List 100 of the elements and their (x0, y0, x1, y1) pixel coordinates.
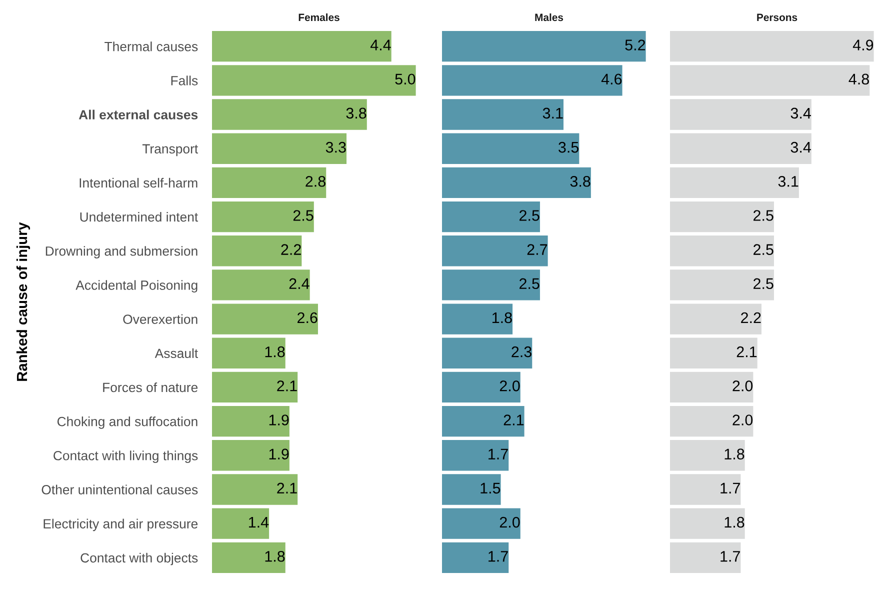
data-label: 2.4 (289, 278, 310, 289)
data-label: 2.0 (732, 414, 753, 426)
data-label: 1.8 (492, 312, 512, 324)
data-label: 1.4 (248, 517, 269, 528)
bar (670, 304, 762, 334)
data-label: 2.7 (527, 244, 548, 255)
y-axis-title: Ranked cause of injury (16, 222, 30, 381)
bar (442, 236, 548, 266)
data-label: 2.2 (741, 312, 761, 323)
data-label: 2.0 (500, 516, 520, 528)
bar (442, 270, 540, 300)
data-label: 1.7 (720, 482, 740, 494)
data-label: 3.8 (346, 108, 366, 119)
bar (670, 31, 874, 62)
data-label: 3.5 (558, 142, 579, 153)
y-tick-label: Contact with living things (54, 450, 198, 463)
y-tick-label: Undetermined intent (80, 212, 198, 222)
data-label: 2.5 (293, 210, 314, 221)
bar (212, 133, 347, 164)
bar (212, 99, 367, 130)
data-label: 3.1 (542, 108, 563, 119)
y-tick-label: All external causes (78, 110, 198, 120)
data-label: 2.1 (277, 380, 297, 392)
chart-title: Persons (757, 14, 798, 22)
data-label: 2.1 (504, 414, 524, 426)
data-label: 3.4 (790, 142, 811, 153)
y-tick-label: Choking and suffocation (57, 416, 198, 429)
bar (670, 99, 812, 130)
bar (670, 338, 758, 368)
y-tick-label: Overexertion (123, 314, 198, 324)
y-tick-label: Transport (142, 144, 198, 156)
data-label: 3.4 (790, 108, 811, 119)
bar (670, 372, 754, 403)
bar (442, 372, 520, 403)
bar (442, 31, 646, 62)
data-label: 1.9 (269, 448, 289, 460)
data-label: 2.8 (306, 176, 326, 187)
bar (670, 236, 774, 266)
data-label: 4.4 (370, 40, 391, 50)
data-label: 5.2 (625, 40, 646, 50)
data-label: 2.6 (298, 312, 318, 324)
data-label: 2.5 (520, 210, 540, 221)
data-label: 2.5 (754, 244, 774, 255)
bar (670, 270, 774, 300)
bar (442, 65, 622, 96)
bar (212, 372, 298, 403)
bar (442, 406, 524, 437)
bar (670, 474, 741, 505)
bar (670, 542, 741, 573)
data-label: 2.2 (281, 244, 301, 255)
bar (442, 338, 532, 368)
bar (212, 65, 416, 96)
bar (212, 474, 298, 505)
bar (442, 542, 509, 573)
data-label: 4.6 (601, 74, 622, 85)
bar (212, 201, 314, 232)
data-label: 1.7 (488, 448, 508, 460)
data-label: 5.0 (395, 74, 416, 85)
bar (212, 31, 392, 62)
data-label: 2.0 (500, 380, 520, 392)
data-label: 2.3 (512, 346, 532, 358)
y-tick-label: Forces of nature (103, 382, 198, 392)
data-label: 1.7 (488, 551, 508, 562)
bar (670, 167, 799, 198)
bar (442, 304, 513, 334)
data-label: 4.8 (848, 74, 869, 85)
bar (670, 508, 745, 539)
bar (212, 270, 310, 300)
bar (442, 474, 501, 505)
data-label: 3.1 (778, 176, 798, 187)
data-label: 3.8 (570, 176, 590, 187)
bar (212, 406, 290, 437)
y-tick-label: Electricity and air pressure (44, 518, 198, 532)
bar (212, 236, 302, 266)
data-label: 1.8 (265, 550, 285, 562)
bar (212, 304, 318, 334)
chart-title: Males (535, 13, 564, 22)
data-label: 2.5 (754, 278, 774, 290)
bar (212, 440, 290, 471)
bar (212, 338, 286, 368)
bar (670, 65, 870, 96)
bar (670, 440, 745, 471)
bar (442, 133, 580, 164)
data-label: 1.8 (724, 448, 744, 460)
data-label: 2.5 (520, 278, 540, 290)
y-tick-label: Contact with objects (80, 552, 198, 566)
data-label: 2.1 (736, 346, 757, 358)
bar (442, 167, 591, 198)
y-tick-label: Accidental Poisoning (76, 280, 198, 292)
y-tick-label: Thermal causes (104, 42, 198, 52)
y-tick-label: Drowning and submersion (46, 246, 198, 258)
bar (442, 201, 540, 232)
data-label: 3.3 (326, 142, 346, 153)
data-label: 4.9 (852, 40, 874, 50)
bar (212, 167, 326, 198)
bar (442, 508, 520, 539)
bar (442, 99, 564, 130)
y-tick-label: Falls (171, 76, 198, 86)
chart-title: Females (298, 13, 340, 22)
bar (212, 508, 270, 539)
